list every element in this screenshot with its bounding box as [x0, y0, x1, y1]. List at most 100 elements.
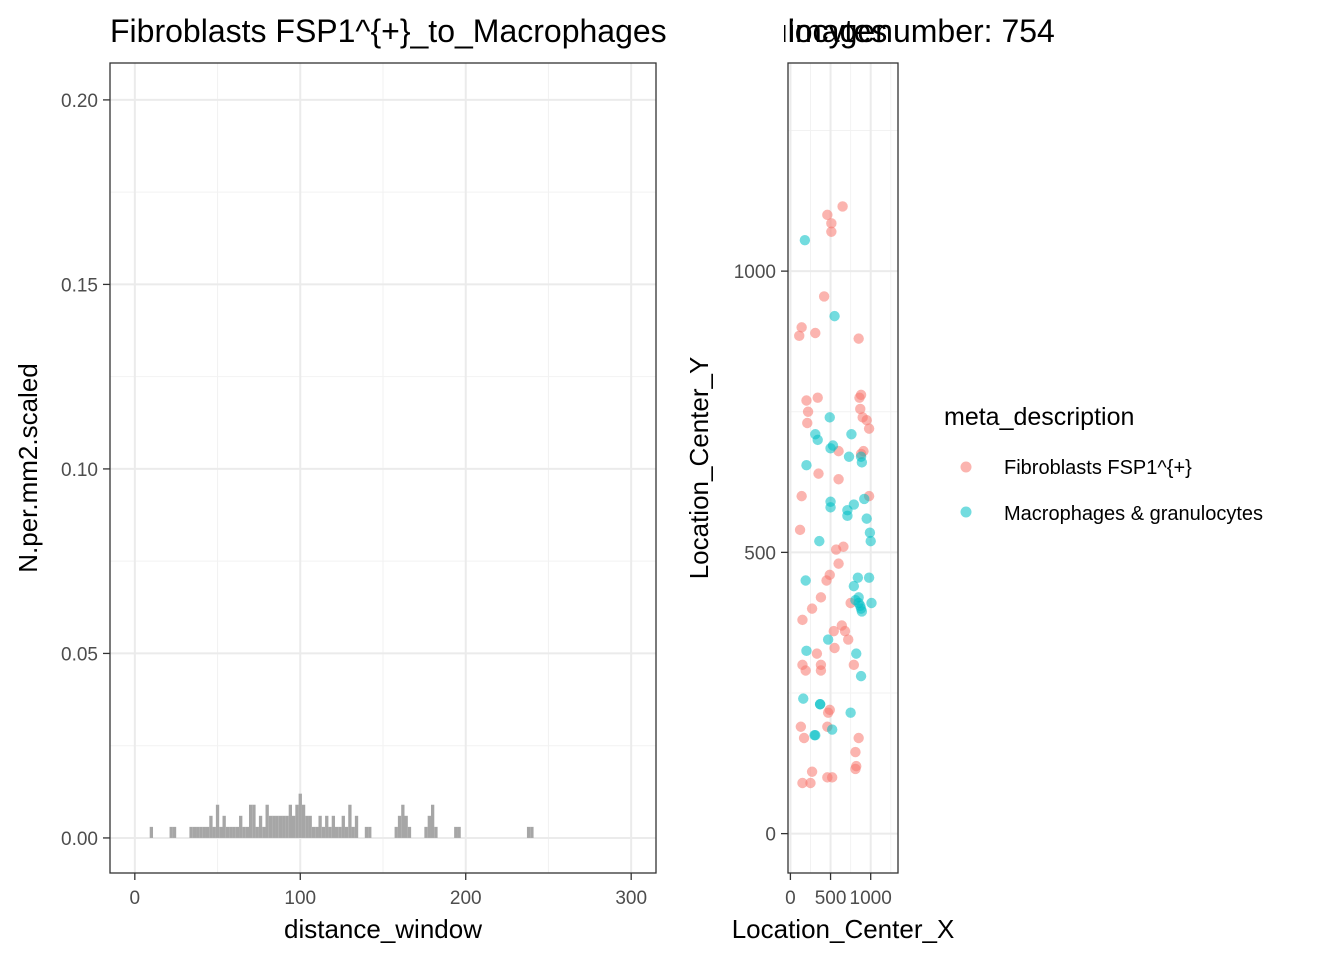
macrophage-point: [798, 693, 809, 704]
fibroblast-point: [818, 291, 830, 302]
histogram-bar: [265, 804, 269, 838]
legend-label-fibroblasts: Fibroblasts FSP1^{+}: [1004, 457, 1192, 479]
fibroblast-point: [863, 423, 875, 434]
x-tick-label: 200: [450, 888, 482, 909]
macrophage-point: [866, 597, 877, 609]
fibroblast-point: [815, 665, 827, 676]
x-tick-label: 0: [785, 888, 796, 909]
legend-label-macrophages: Macrophages & granulocytes: [1004, 503, 1263, 525]
macrophage-point: [829, 310, 840, 322]
histogram-panel-border: [109, 62, 657, 874]
histogram-bar: [301, 804, 306, 838]
histogram-bar: [262, 826, 266, 838]
histogram-bar: [434, 826, 438, 838]
histogram-bar: [215, 804, 220, 838]
histogram-bar: [209, 815, 213, 838]
histogram-bar: [335, 826, 339, 838]
fibroblast-point: [833, 474, 844, 485]
macrophage-point: [852, 572, 864, 583]
histogram-bar: [338, 826, 342, 838]
legend-key-fibroblasts: [960, 461, 972, 473]
macrophage-point: [845, 707, 856, 718]
histogram-bar: [530, 826, 534, 838]
histogram-bar: [407, 826, 412, 838]
histogram-axes: 0 100 200 300 0.00 0.05 0.10 0.15 0.20: [61, 91, 647, 909]
histogram-bar: [282, 815, 286, 838]
fibroblast-point: [811, 648, 823, 659]
x-tick-label: 1000: [850, 888, 892, 909]
histogram-bar: [189, 826, 193, 838]
fibroblast-point: [822, 772, 833, 783]
histogram-bar: [192, 826, 197, 838]
fibroblast-point: [837, 201, 848, 212]
histogram-bar: [295, 804, 299, 838]
histogram-bar: [454, 826, 458, 838]
macrophage-point: [810, 729, 821, 741]
fibroblast-point: [813, 468, 824, 479]
histogram-bar: [199, 826, 203, 838]
histogram-bar: [278, 815, 283, 838]
histogram-bar: [427, 815, 431, 838]
fibroblast-point: [794, 330, 805, 342]
histogram-bar: [202, 826, 206, 838]
fibroblast-point: [794, 524, 806, 536]
fibroblast-point: [826, 218, 837, 229]
macrophage-point: [822, 634, 834, 645]
histogram-bar: [315, 826, 319, 838]
histogram-bar: [196, 826, 200, 838]
legend-key-macrophages: [960, 506, 972, 518]
histogram-bars: [149, 793, 534, 838]
histogram-bar: [248, 804, 253, 838]
y-tick-label: 0.00: [61, 829, 98, 850]
fibroblast-point: [795, 721, 807, 732]
histogram-bar: [222, 815, 226, 838]
fibroblast-point: [853, 732, 864, 744]
x-tick-label: 300: [615, 888, 647, 909]
histogram-bar: [149, 826, 154, 838]
x-tick-label: 500: [815, 888, 847, 909]
histogram-bar: [331, 815, 336, 838]
macrophage-point: [863, 572, 875, 583]
macrophage-point: [843, 451, 855, 462]
histogram-bar: [258, 815, 263, 838]
histogram-bar: [242, 826, 246, 838]
macrophage-point: [814, 535, 825, 547]
histogram-bar: [239, 815, 243, 838]
histogram-bar: [212, 826, 216, 838]
macrophage-point: [861, 513, 872, 524]
fibroblast-point: [797, 777, 808, 789]
macrophage-point: [825, 443, 836, 454]
y-tick-label: 500: [744, 543, 776, 564]
fibroblast-point: [843, 634, 854, 645]
histogram-bar: [268, 815, 273, 838]
histogram-bar: [298, 793, 302, 838]
y-tick-label: 0: [765, 825, 776, 846]
histogram-bar: [275, 815, 279, 838]
y-tick-label: 0.05: [61, 644, 98, 665]
y-tick-label: 1000: [734, 262, 776, 283]
fibroblast-point: [806, 766, 818, 777]
fibroblast-point: [812, 392, 823, 403]
histogram-bar: [272, 815, 276, 838]
scatter-y-axis-title: Location_Center_Y: [684, 357, 714, 580]
histogram-bar: [172, 826, 177, 838]
histogram-bar: [457, 826, 461, 838]
histogram-bar: [351, 826, 355, 838]
macrophage-point: [855, 670, 867, 682]
fibroblast-point: [850, 763, 861, 775]
macrophage-point: [848, 580, 860, 592]
histogram-bar: [311, 826, 316, 838]
fibroblast-point: [855, 403, 866, 415]
histogram-bar: [354, 815, 359, 838]
histogram-bar: [308, 815, 312, 838]
legend-title: meta_description: [944, 403, 1134, 431]
scatter-points: [794, 201, 877, 789]
histogram-bar: [318, 815, 322, 838]
histogram-bar: [397, 815, 402, 838]
histogram-bar: [341, 815, 345, 838]
fibroblast-point: [839, 625, 851, 637]
histogram-bar: [245, 826, 249, 838]
y-tick-label: 0.10: [61, 460, 98, 481]
